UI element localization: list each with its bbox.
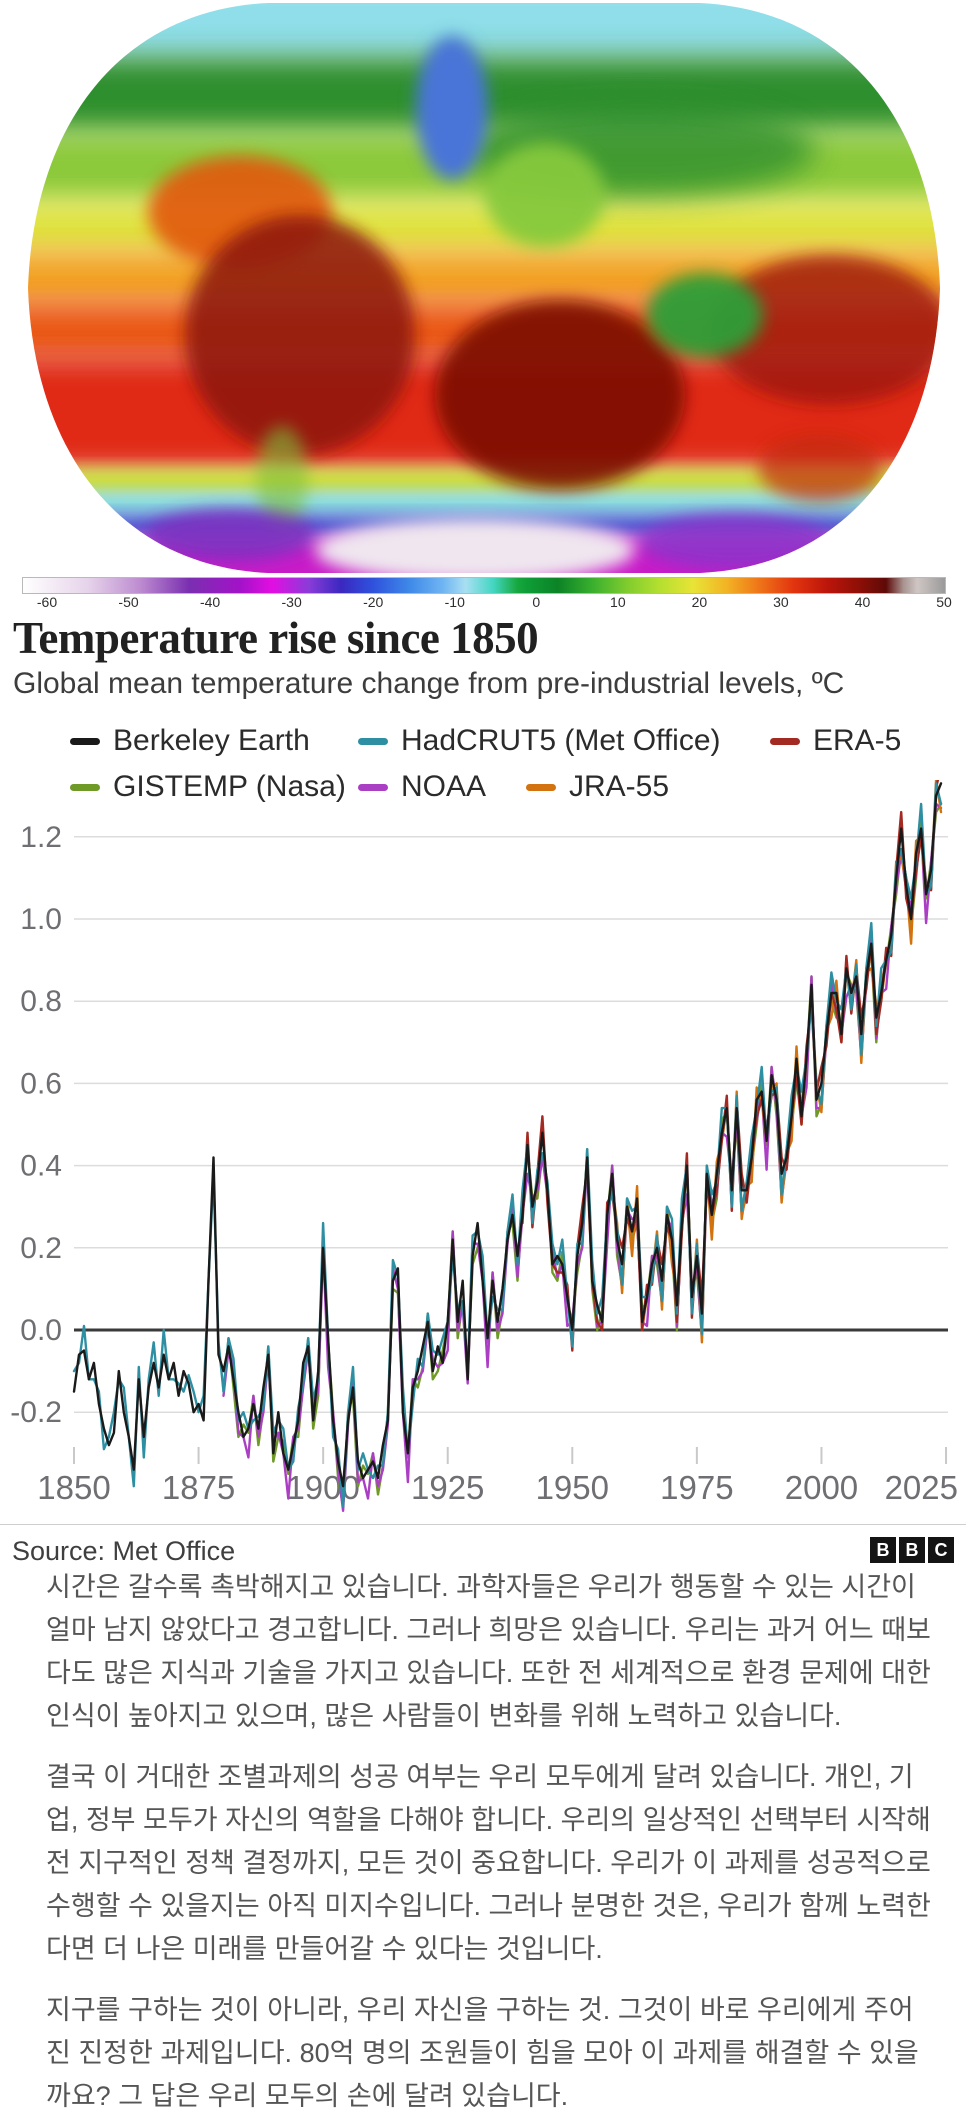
colorbar-tick-label: 10 — [610, 594, 626, 610]
bbc-logo-letter: B — [870, 1537, 896, 1563]
colorbar-tick-label: 50 — [936, 594, 952, 610]
chart-subtitle: Global mean temperature change from pre-… — [13, 667, 845, 700]
temperature-scale-labels: -60 -50 -40 -30 -20 -10 0 10 20 30 40 50 — [0, 594, 966, 614]
legend-item-hadcrut5-met-office-: HadCRUT5 (Met Office) — [358, 724, 721, 758]
colorbar-tick-label: -10 — [444, 594, 465, 610]
legend-label: JRA-55 — [569, 770, 670, 803]
legend-label: HadCRUT5 (Met Office) — [401, 724, 721, 757]
colorbar-tick-label: -20 — [363, 594, 384, 610]
series-line-berkeley-earth — [72, 782, 943, 1488]
bbc-logo-letter: C — [928, 1537, 954, 1563]
temperature-scale-colorbar — [22, 577, 946, 594]
y-axis-tick-label: 0.2 — [20, 1232, 62, 1265]
legend-swatch — [526, 783, 556, 791]
legend-swatch — [770, 737, 800, 745]
series-line-era-5 — [521, 780, 940, 1352]
x-axis-tick-label: 2000 — [785, 1469, 858, 1506]
y-axis-tick-label: 1.2 — [20, 821, 62, 854]
y-axis-tick-label: 0.4 — [20, 1150, 62, 1183]
legend-item-berkeley-earth: Berkeley Earth — [70, 724, 310, 758]
colorbar-tick-label: 0 — [532, 594, 541, 610]
divider — [0, 1524, 966, 1525]
source-label: Source: Met Office — [12, 1536, 236, 1566]
colorbar-tick-label: -30 — [281, 594, 302, 610]
legend-label: Berkeley Earth — [113, 724, 310, 757]
y-axis-tick-label: 0.0 — [20, 1314, 62, 1347]
legend-label: NOAA — [401, 770, 487, 803]
x-axis-tick-label: 1975 — [660, 1469, 733, 1506]
x-axis-tick-label: 1900 — [286, 1469, 359, 1506]
legend-item-noaa: NOAA — [358, 770, 486, 804]
legend-swatch — [358, 783, 388, 791]
colorbar-tick-label: 20 — [691, 594, 708, 610]
x-axis-tick-label: 1875 — [162, 1469, 235, 1506]
legend-item-gistemp-nasa-: GISTEMP (Nasa) — [70, 770, 346, 804]
legend-swatch — [358, 737, 388, 745]
world-temperature-map — [0, 0, 966, 576]
legend-label: ERA-5 — [813, 724, 902, 757]
y-axis-tick-label: 0.6 — [20, 1067, 62, 1100]
x-axis-tick-label: 1850 — [37, 1469, 110, 1506]
legend-item-jra-55: JRA-55 — [526, 770, 669, 804]
world-temperature-map-art — [28, 3, 940, 573]
bbc-logo-letter: B — [899, 1537, 925, 1563]
article-body: 시간은 갈수록 촉박해지고 있습니다. 과학자들은 우리가 행동할 수 있는 시… — [46, 1566, 938, 2126]
y-axis-tick-label: 0.8 — [20, 985, 62, 1018]
legend-swatch — [70, 783, 100, 791]
legend-swatch — [70, 737, 100, 745]
x-axis-tick-label: 2025 — [885, 1469, 958, 1506]
legend-label: GISTEMP (Nasa) — [113, 770, 346, 803]
y-axis-tick-label: 1.0 — [20, 903, 62, 936]
colorbar-tick-label: -60 — [36, 594, 58, 610]
colorbar-tick-label: 40 — [854, 594, 871, 610]
colorbar-tick-label: -40 — [199, 594, 221, 610]
colorbar-tick-label: -50 — [118, 594, 139, 610]
x-axis-tick-label: 1925 — [411, 1469, 484, 1506]
chart-title: Temperature rise since 1850 — [13, 613, 539, 663]
x-axis-tick-label: 1950 — [536, 1469, 609, 1506]
y-axis-tick-label: -0.2 — [10, 1396, 62, 1429]
temperature-line-chart: -0.2 0.0 0.2 0.4 0.6 0.8 1.0 1.2 1850 1875 1900 192… — [10, 780, 958, 1512]
colorbar-tick-label: 30 — [773, 594, 789, 610]
legend-item-era-5: ERA-5 — [770, 724, 901, 758]
body-paragraph: 지구를 구하는 것이 아니라, 우리 자신을 구하는 것. 그것이 바로 우리에… — [46, 1995, 919, 2111]
body-paragraph: 시간은 갈수록 촉박해지고 있습니다. 과학자들은 우리가 행동할 수 있는 시… — [46, 1572, 931, 1731]
body-paragraph: 결국 이 거대한 조별과제의 성공 여부는 우리 모두에게 달려 있습니다. 개… — [46, 1762, 931, 1964]
